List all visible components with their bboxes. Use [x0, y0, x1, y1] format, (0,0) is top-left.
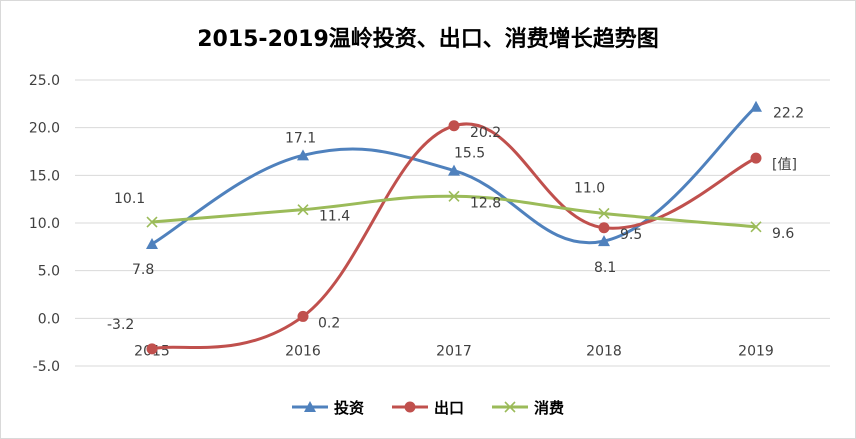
data-point [297, 204, 309, 216]
data-label: 9.5 [620, 227, 642, 243]
data-label: 12.8 [470, 195, 501, 211]
legend-label: 投资 [334, 399, 364, 417]
data-point [146, 237, 158, 249]
series-1 [146, 100, 762, 249]
legend-marker [304, 401, 316, 412]
data-label: 9.6 [772, 226, 794, 242]
x-tick-label: 2017 [436, 343, 472, 359]
series-2 [146, 120, 762, 355]
y-tick-label: 20.0 [29, 121, 60, 137]
data-label: [值] [772, 157, 797, 173]
y-tick-label: 5.0 [38, 264, 60, 280]
data-point [598, 222, 610, 234]
x-tick-label: 2016 [285, 343, 321, 359]
data-point [598, 207, 610, 220]
gridlines [75, 79, 830, 367]
legend-item: 消费 [492, 399, 564, 417]
data-label: 20.2 [470, 125, 501, 141]
data-point [750, 152, 762, 164]
legend-marker [404, 401, 416, 413]
data-label: 11.0 [574, 180, 605, 196]
x-tick-label: 2018 [586, 343, 622, 359]
data-point [598, 235, 610, 247]
series-lines [146, 100, 762, 355]
y-tick-label: 25.0 [29, 73, 60, 89]
data-label: 15.5 [454, 146, 485, 162]
data-point [750, 100, 762, 112]
legend-label: 消费 [534, 399, 564, 417]
data-point [297, 149, 309, 161]
data-label: 8.1 [594, 260, 616, 276]
data-point [146, 216, 158, 228]
data-label: 10.1 [114, 191, 145, 207]
y-tick-label: 15.0 [29, 168, 60, 184]
data-labels: 7.8 17.1 15.5 8.1 22.2 -3.2 0.2 20.2 9.5 [值] 10.1 1… [107, 106, 804, 333]
legend-label: 出口 [434, 399, 464, 417]
data-label: 17.1 [285, 130, 316, 146]
data-point [297, 310, 309, 322]
data-point [448, 190, 460, 202]
series-3 [146, 190, 762, 233]
y-tick-label: -5.0 [33, 359, 60, 375]
data-label: 0.2 [318, 315, 340, 331]
series-line [150, 194, 758, 229]
legend-marker [504, 401, 516, 413]
data-point [448, 164, 460, 176]
x-axis-ticks: 20152016201720182019 [134, 343, 774, 359]
legend-item: 投资 [292, 399, 364, 417]
data-point [750, 221, 762, 233]
data-point [448, 120, 460, 132]
data-point [146, 343, 158, 355]
y-tick-label: 10.0 [29, 216, 60, 232]
data-label: 7.8 [132, 262, 154, 278]
data-label: 11.4 [319, 209, 350, 225]
legend: 投资 出口 消费 [292, 399, 564, 417]
data-label: -3.2 [107, 317, 134, 333]
legend-item: 出口 [392, 399, 464, 417]
data-label: 22.2 [773, 106, 804, 122]
y-axis-ticks: 25.0 20.0 15.0 10.0 5.0 0.0 -5.0 [29, 73, 60, 375]
chart-title: 2015-2019温岭投资、出口、消费增长趋势图 [197, 26, 659, 52]
x-tick-label: 2019 [738, 343, 774, 359]
series-line [150, 105, 758, 246]
y-tick-label: 0.0 [38, 311, 60, 327]
